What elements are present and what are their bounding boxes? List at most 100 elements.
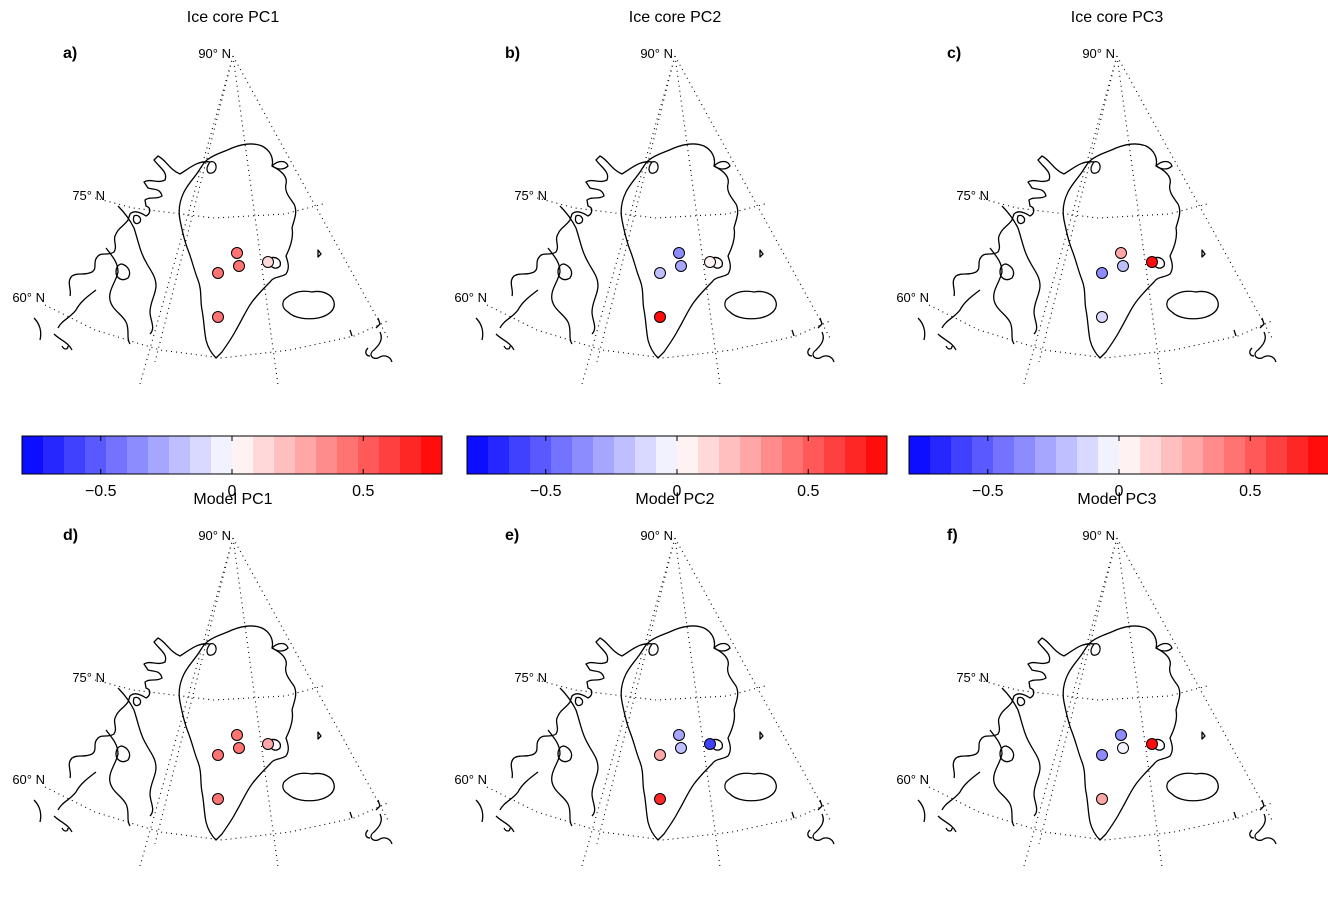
colorbar-segment: [530, 436, 552, 474]
colorbar-segment: [400, 436, 422, 474]
latitude-label: 90° N: [640, 46, 673, 61]
colorbar-segment: [1140, 436, 1162, 474]
greenland-basemap: [917, 537, 1277, 868]
ice-core-site-marker: [1096, 267, 1108, 279]
greenland-basemap: [917, 55, 1277, 386]
panel-title: Ice core PC1: [187, 9, 280, 26]
map-panel-a: Ice core PC1 a) 90° N 75° N 60° N: [12, 9, 393, 386]
greenland-basemap: [33, 537, 393, 868]
latitude-label: 60° N: [896, 290, 929, 305]
panel-label: a): [63, 45, 77, 62]
ice-core-site-marker: [262, 256, 274, 268]
colorbar-segment: [232, 436, 254, 474]
colorbar-segment: [824, 436, 846, 474]
colorbar-segment: [1245, 436, 1267, 474]
colorbar-tick-label: −0.5: [972, 483, 1004, 500]
colorbar-segment: [614, 436, 636, 474]
greenland-basemap: [475, 537, 835, 868]
ice-core-site-marker: [1096, 749, 1108, 761]
greenland-basemap: [33, 55, 393, 386]
latitude-label: 60° N: [454, 772, 487, 787]
colorbar-segment: [43, 436, 65, 474]
colorbar-segment: [698, 436, 720, 474]
colorbar-segment: [972, 436, 994, 474]
colorbar-segment: [635, 436, 657, 474]
colorbar-segment: [572, 436, 594, 474]
colorbar-segment: [866, 436, 888, 474]
colorbar-segment: [190, 436, 212, 474]
colorbar-segment: [1014, 436, 1036, 474]
colorbars-layer: −0.5 0 0.5 −0.5 0 0.5 −0.5 0 0.5: [21, 435, 1328, 500]
colorbar-segment: [295, 436, 317, 474]
colorbar-segment: [951, 436, 973, 474]
latitude-label: 75° N: [72, 188, 105, 203]
colorbar-segment: [127, 436, 149, 474]
ice-core-site-marker: [1115, 729, 1127, 741]
colorbar-segment: [1119, 436, 1141, 474]
colorbar-segment: [719, 436, 741, 474]
colorbar-segment: [803, 436, 825, 474]
latitude-label: 90° N: [198, 46, 231, 61]
ice-core-site-marker: [1096, 793, 1108, 805]
colorbar-segment: [211, 436, 233, 474]
colorbar-segment: [467, 436, 489, 474]
ice-core-site-marker: [1115, 247, 1127, 259]
ice-core-site-marker: [212, 311, 224, 323]
colorbar-segment: [509, 436, 531, 474]
ice-core-site-marker: [1146, 738, 1158, 750]
ice-core-site-marker: [233, 742, 245, 754]
ice-core-site-marker: [231, 729, 243, 741]
colorbar-tick-label: 0.5: [1239, 483, 1261, 500]
map-panel-b: Ice core PC2 b) 90° N 75° N 60° N: [454, 9, 835, 386]
panel-title: Model PC3: [1077, 491, 1156, 508]
colorbar-segment: [677, 436, 699, 474]
ice-core-site-marker: [654, 311, 666, 323]
panel-title: Ice core PC3: [1071, 9, 1164, 26]
colorbar-tick-label: 0.5: [797, 483, 819, 500]
ice-core-site-marker: [675, 260, 687, 272]
ice-core-site-marker: [212, 749, 224, 761]
ice-core-site-marker: [231, 247, 243, 259]
panel-label: b): [505, 45, 520, 62]
ice-core-site-marker: [1096, 311, 1108, 323]
latitude-label: 90° N: [640, 528, 673, 543]
colorbar-segment: [1098, 436, 1120, 474]
ice-core-site-marker: [654, 793, 666, 805]
colorbar-segment: [253, 436, 275, 474]
ice-core-site-marker: [654, 749, 666, 761]
latitude-label: 60° N: [896, 772, 929, 787]
ice-core-site-marker: [654, 267, 666, 279]
colorbar-segment: [740, 436, 762, 474]
colorbar-segment: [379, 436, 401, 474]
ice-core-site-marker: [673, 729, 685, 741]
colorbar-segment: [316, 436, 338, 474]
colorbar: −0.5 0 0.5: [908, 435, 1328, 500]
latitude-label: 90° N: [198, 528, 231, 543]
colorbar-tick-label: −0.5: [85, 483, 117, 500]
map-panel-d: Model PC1 d) 90° N 75° N 60° N: [12, 491, 393, 868]
ice-core-site-marker: [233, 260, 245, 272]
map-panel-c: Ice core PC3 c) 90° N 75° N 60° N: [896, 9, 1277, 386]
colorbar-segment: [106, 436, 128, 474]
latitude-label: 60° N: [454, 290, 487, 305]
ice-core-site-marker: [1117, 742, 1129, 754]
colorbar-segment: [1056, 436, 1078, 474]
colorbar-segment: [782, 436, 804, 474]
latitude-label: 75° N: [72, 670, 105, 685]
colorbar-segment: [656, 436, 678, 474]
colorbar-segment: [488, 436, 510, 474]
colorbar-tick-label: 0: [673, 483, 682, 500]
latitude-label: 75° N: [514, 670, 547, 685]
colorbar-segment: [421, 436, 443, 474]
panel-label: f): [947, 527, 958, 544]
latitude-label: 75° N: [514, 188, 547, 203]
latitude-label: 90° N: [1082, 528, 1115, 543]
latitude-label: 90° N: [1082, 46, 1115, 61]
map-panel-f: Model PC3 f) 90° N 75° N 60° N: [896, 491, 1277, 868]
panel-label: e): [505, 527, 519, 544]
colorbar-tick-label: 0: [228, 483, 237, 500]
colorbar-segment: [1035, 436, 1057, 474]
ice-core-site-marker: [262, 738, 274, 750]
